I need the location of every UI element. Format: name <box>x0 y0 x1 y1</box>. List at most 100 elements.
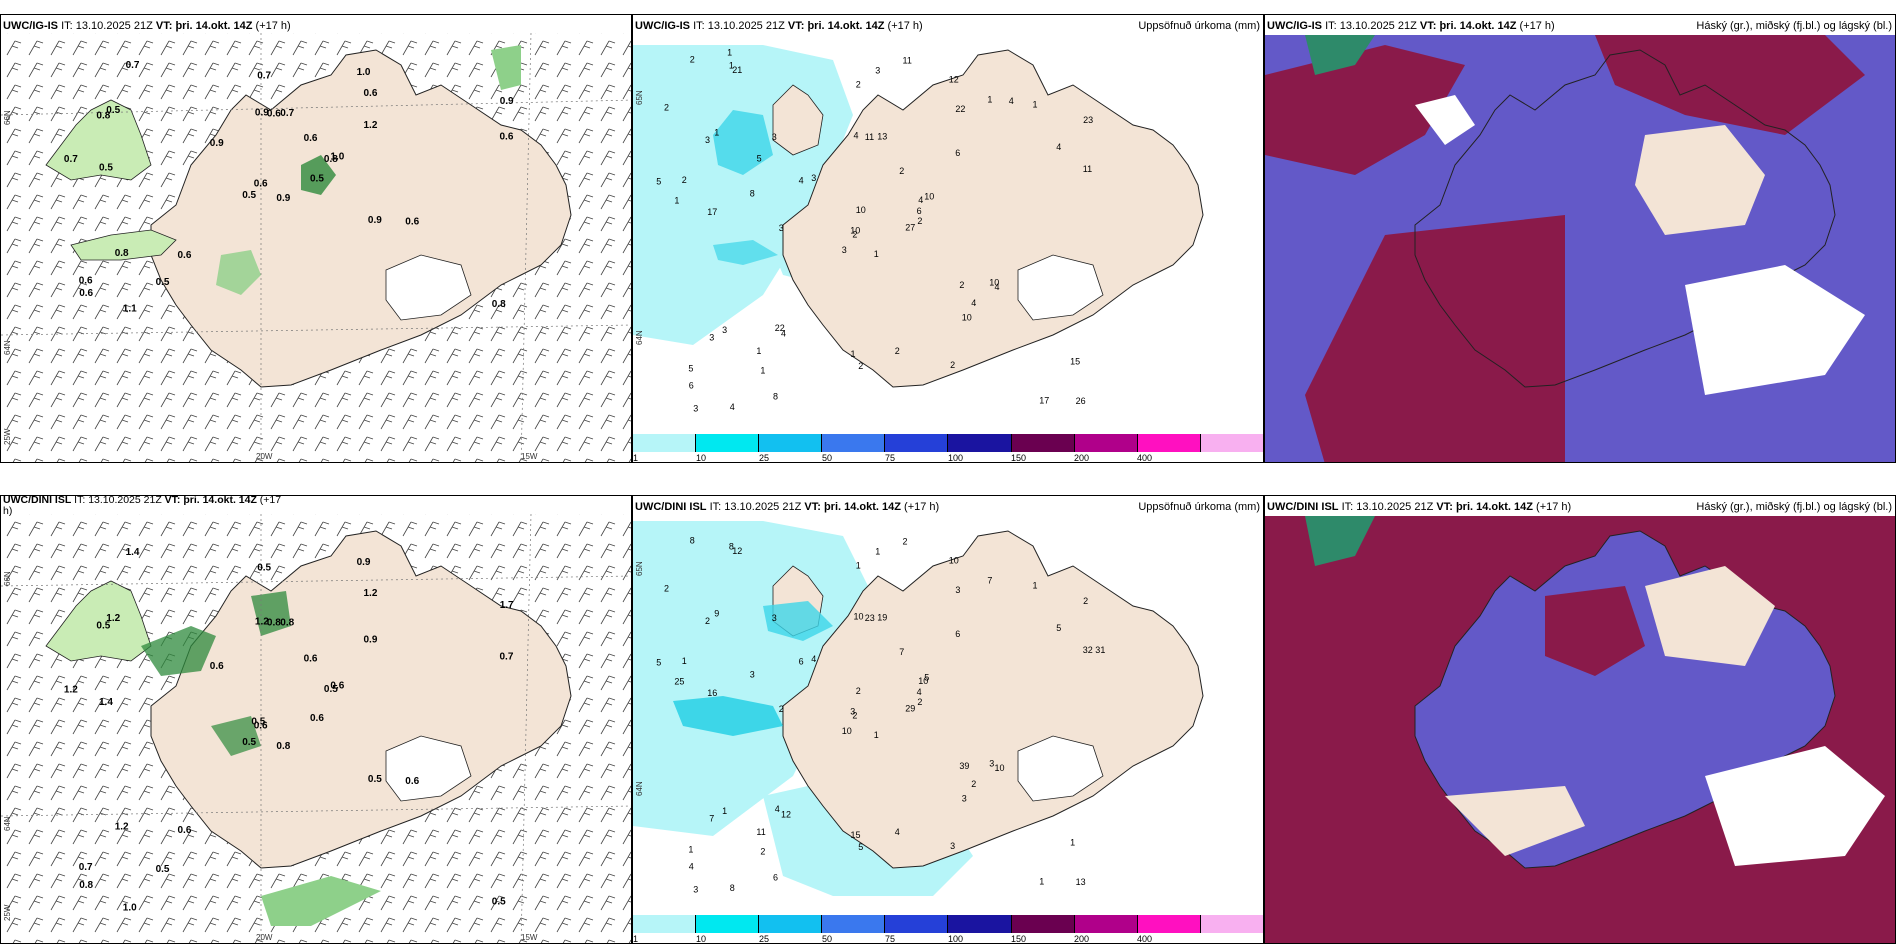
value-label: 5 <box>924 673 929 683</box>
value-label: 3 <box>779 223 784 233</box>
value-label: 1 <box>1033 99 1038 109</box>
value-label: 2 <box>950 360 955 370</box>
colorbar-segment <box>821 434 885 452</box>
colorbar-tick-label: 100 <box>948 934 964 944</box>
value-label: 4 <box>730 402 735 412</box>
colorbar-tick-label: 200 <box>1074 934 1090 944</box>
lon-label-20w: 20W <box>256 452 273 461</box>
value-label: 11 <box>865 132 874 142</box>
colorbar-segment <box>633 915 696 933</box>
value-label: 1 <box>722 806 727 816</box>
value-label: 0.8 <box>267 618 281 629</box>
colorbar-ticks: 1 10 25 50 75 100 150 200 400 <box>633 453 1263 463</box>
precip-map: 1221101210193291213162106810714422351091… <box>633 521 1204 896</box>
panel-title: UWC/DINI ISL IT: 13.10.2025 21Z VT: þri.… <box>635 501 940 513</box>
lon-label-25w: 25W <box>3 904 12 921</box>
colorbar-tick-label: 50 <box>822 453 833 463</box>
value-label: 2 <box>858 361 863 371</box>
lat-label-64: 64N <box>635 330 644 345</box>
value-label: 0.6 <box>178 250 192 261</box>
lat-label-64: 64N <box>3 816 12 831</box>
value-label: 2 <box>690 55 695 65</box>
panel-title-wrap: h) <box>3 505 13 517</box>
value-label: 8 <box>750 189 755 199</box>
colorbar-segment <box>1136 434 1200 452</box>
value-label: 0.9 <box>210 138 224 149</box>
colorbar-tick-label: 1 <box>633 453 639 463</box>
colorbar-segment <box>884 915 948 933</box>
value-label: 0.5 <box>368 774 382 785</box>
value-label: 4 <box>775 804 780 814</box>
value-label: 0.5 <box>156 864 170 875</box>
value-label: 1 <box>856 561 861 571</box>
value-label: 1.2 <box>115 822 129 833</box>
lat-label-64: 64N <box>635 781 644 796</box>
colorbar-ticks: 1 10 25 50 75 100 150 200 400 <box>633 934 1263 944</box>
value-label: 0.6 <box>330 681 344 692</box>
value-label: 5 <box>858 842 863 852</box>
value-label: 11 <box>756 827 765 837</box>
wind-value-labels: 0.90.80.60.60.80.61.00.70.60.50.70.80.50… <box>64 60 514 314</box>
colorbar <box>633 915 1263 933</box>
value-label: 1 <box>714 128 719 138</box>
map-panel-wind-dini: UWC/DINI ISL IT: 13.10.2025 21Z VT: þri.… <box>0 495 632 944</box>
value-label: 10 <box>918 676 928 686</box>
value-label: 5 <box>688 363 693 373</box>
value-label: 21 <box>732 65 742 75</box>
map-panel-precip-dini: UWC/DINI ISL IT: 13.10.2025 21Z VT: þri.… <box>632 495 1264 944</box>
colorbar-segment <box>884 434 948 452</box>
field-title: Háský (gr.), miðský (fj.bl.) og lágský (… <box>1696 501 1892 513</box>
colorbar-segment <box>758 434 822 452</box>
value-label: 1 <box>851 349 856 359</box>
value-label: 1 <box>1033 580 1038 590</box>
colorbar-segment <box>821 915 885 933</box>
value-label: 17 <box>1039 396 1049 406</box>
map-panel-clouds-igis: UWC/IG-IS IT: 13.10.2025 21Z VT: þri. 14… <box>1264 14 1896 463</box>
value-label: 4 <box>1009 96 1014 106</box>
value-label: 0.6 <box>310 713 324 724</box>
colorbar-tick-label: 10 <box>696 453 707 463</box>
value-label: 26 <box>1076 396 1086 406</box>
value-label: 2 <box>903 537 908 547</box>
value-label: 0.6 <box>405 217 419 228</box>
colorbar-tick-label: 150 <box>1011 934 1027 944</box>
value-label: 3 <box>875 66 880 76</box>
colorbar-segment <box>758 915 822 933</box>
value-label: 10 <box>995 763 1005 773</box>
lat-label-66: 66N <box>3 110 12 125</box>
value-label: 22 <box>955 104 965 114</box>
value-label: 0.9 <box>357 557 371 568</box>
value-label: 10 <box>924 192 934 202</box>
value-label: 2 <box>895 346 900 356</box>
value-label: 0.8 <box>324 154 338 165</box>
value-label: 1 <box>874 249 879 259</box>
value-label: 0.9 <box>255 108 269 119</box>
value-label: 10 <box>842 726 852 736</box>
value-label: 6 <box>773 872 778 882</box>
value-label: 0.6 <box>364 88 378 99</box>
value-label: 0.9 <box>368 215 382 226</box>
value-label: 10 <box>949 556 959 566</box>
colorbar-tick-label: 25 <box>759 453 770 463</box>
value-label: 4 <box>781 328 786 338</box>
value-label: 1.4 <box>99 697 113 708</box>
colorbar-tick-label: 100 <box>948 453 964 463</box>
value-label: 6 <box>799 657 804 667</box>
map-panel-clouds-dini: UWC/DINI ISL IT: 13.10.2025 21Z VT: þri.… <box>1264 495 1896 944</box>
wind-map: 0.80.50.60.70.50.60.90.81.20.61.40.51.41… <box>1 513 631 943</box>
value-label: 2 <box>917 697 922 707</box>
value-label: 8 <box>729 542 734 552</box>
value-label: 7 <box>899 647 904 657</box>
value-label: 2 <box>852 710 857 720</box>
colorbar-segment <box>633 434 696 452</box>
value-label: 15 <box>1070 357 1080 367</box>
value-label: 39 <box>959 761 969 771</box>
value-label: 0.7 <box>257 70 271 81</box>
lat-label-65: 65N <box>635 561 644 576</box>
value-label: 0.5 <box>242 190 256 201</box>
value-label: 23 <box>865 613 875 623</box>
colorbar-tick-label: 200 <box>1074 453 1090 463</box>
field-title: Uppsöfnuð úrkoma (mm) <box>1138 20 1260 32</box>
value-label: 0.6 <box>79 288 93 299</box>
value-label: 3 <box>955 585 960 595</box>
